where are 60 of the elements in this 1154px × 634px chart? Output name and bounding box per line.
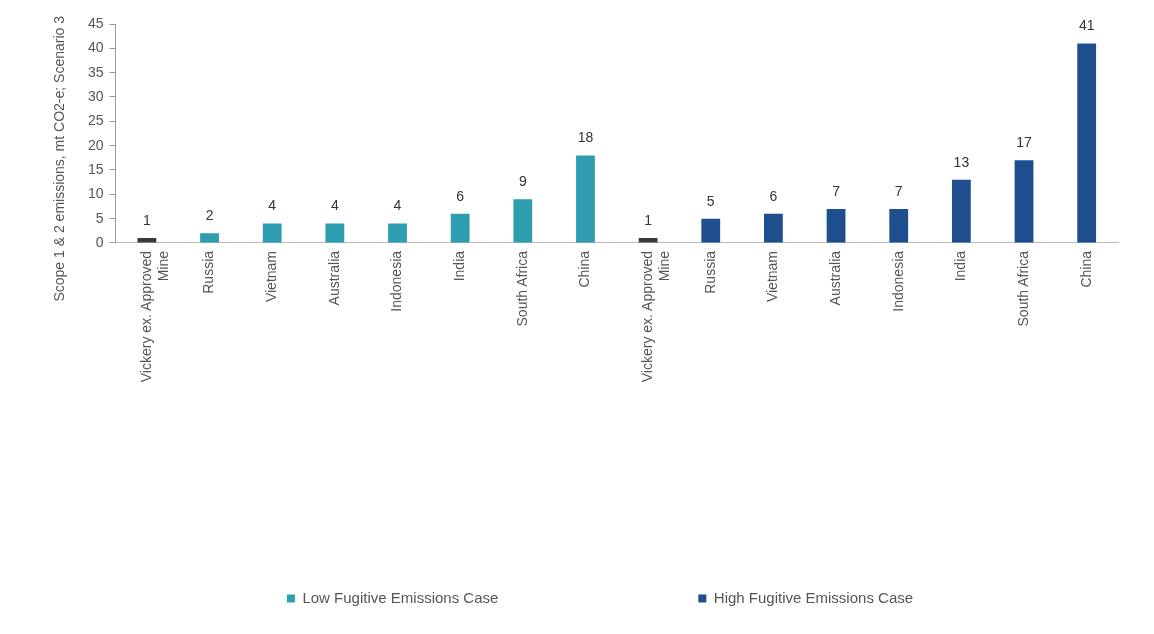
data-label: 5: [706, 192, 715, 209]
bar: [701, 218, 721, 243]
bar: [638, 238, 658, 243]
x-tick-label: Australia: [325, 250, 342, 306]
data-label: 1: [143, 211, 151, 228]
x-tick-label: India: [451, 250, 468, 282]
legend-label: High Fugitive Emissions Case: [713, 588, 914, 606]
y-tick-label: 25: [87, 112, 104, 129]
bar: [889, 208, 909, 243]
x-tick-label: Vickery ex. Approved Mine: [638, 250, 672, 383]
x-tick-label: Vietnam: [764, 250, 781, 303]
bar: [200, 233, 219, 243]
y-tick-label: 30: [87, 87, 104, 104]
y-tick-label: 0: [95, 233, 104, 250]
x-tick-label: China: [576, 250, 593, 288]
x-tick-label: India: [952, 250, 969, 282]
bar: [1077, 43, 1097, 243]
x-tick-label: Indonesia: [388, 250, 405, 312]
bar: [826, 208, 846, 243]
x-tick-label: Indonesia: [889, 250, 906, 312]
y-tick-label: 15: [87, 160, 104, 177]
data-label: 2: [205, 207, 214, 224]
data-label: 9: [518, 173, 527, 190]
data-label: 1: [644, 211, 653, 228]
bar: [450, 213, 470, 243]
y-tick-label: 45: [87, 14, 104, 31]
data-label: 18: [577, 129, 594, 146]
data-label: 17: [1016, 134, 1033, 151]
bar: [1014, 160, 1034, 243]
bar: [576, 155, 595, 243]
bar: [388, 223, 407, 243]
bar: [764, 213, 783, 243]
data-label: 13: [953, 153, 970, 170]
data-label: 7: [894, 182, 903, 199]
y-tick-label: 5: [95, 209, 104, 226]
bar: [951, 179, 971, 243]
x-tick-label: South Africa: [513, 250, 530, 327]
x-tick-label: Russia: [701, 250, 718, 294]
y-axis-title: Scope 1 & 2 emissions, mt CO2-e; Scenario 3: [50, 15, 67, 302]
y-tick-label: 35: [87, 63, 104, 80]
x-tick-label: Vietnam: [263, 250, 280, 303]
y-tick-label: 10: [87, 185, 104, 202]
x-tick-label: China: [1077, 250, 1094, 288]
y-tick-label: 20: [87, 136, 104, 153]
y-tick-label: 40: [87, 39, 104, 56]
data-label: 6: [456, 187, 465, 204]
data-label: 41: [1078, 17, 1095, 34]
data-label: 4: [330, 197, 339, 214]
bar: [513, 199, 533, 243]
x-tick-label: Russia: [200, 250, 217, 294]
data-label: 6: [769, 187, 778, 204]
data-label: 4: [393, 197, 402, 214]
data-label: 4: [268, 197, 277, 214]
bar: [325, 223, 345, 243]
legend-label: Low Fugitive Emissions Case: [302, 588, 499, 606]
x-tick-label: Vickery ex. Approved Mine: [137, 250, 171, 383]
x-tick-label: South Africa: [1014, 250, 1031, 327]
bar: [262, 223, 282, 243]
x-tick-label: Australia: [826, 250, 843, 306]
data-label: 7: [832, 182, 841, 199]
